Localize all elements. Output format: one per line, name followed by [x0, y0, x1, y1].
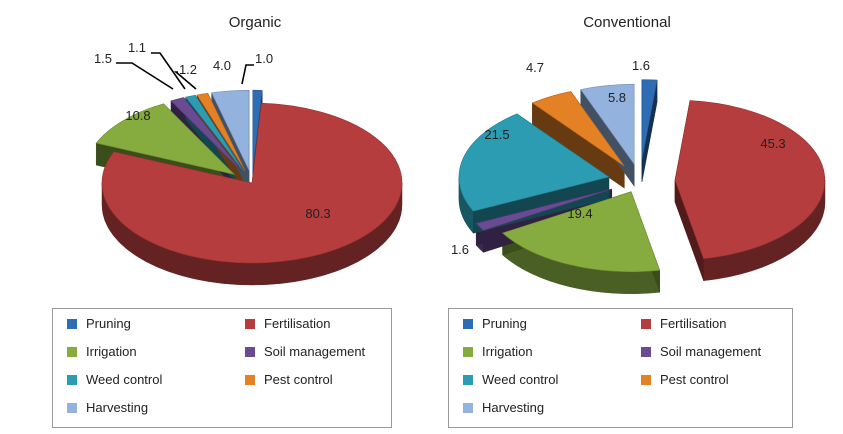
- organic-legend-label-pruning: Pruning: [86, 316, 131, 331]
- organic-legend-label-soil-management: Soil management: [264, 344, 366, 359]
- organic-legend-item-harvesting: Harvesting: [67, 400, 148, 415]
- conventional-label-harvesting: 5.8: [608, 90, 626, 105]
- conventional-legend-swatch-pruning: [463, 318, 473, 329]
- conventional-slice-weed-control: [458, 113, 610, 212]
- conventional-legend-item-weed-control: Weed control: [463, 372, 558, 387]
- organic-label-soil-management-leader: [116, 62, 174, 90]
- organic-legend-item-fertilisation: Fertilisation: [245, 316, 330, 331]
- organic-slice-weed-control: [185, 94, 244, 172]
- conventional-legend-label-pruning: Pruning: [482, 316, 527, 331]
- organic-pie: 1.0 80.3 10.8 1.5 1.1 1.2 4.0: [94, 40, 403, 286]
- conventional-label-pruning: 1.6: [632, 58, 650, 73]
- organic-legend-item-pest-control: Pest control: [245, 372, 333, 387]
- organic-legend-label-pest-control: Pest control: [264, 372, 333, 387]
- organic-legend-swatch-pest-control: [245, 374, 255, 385]
- organic-chart-title: Organic: [228, 14, 282, 31]
- organic-slice-fertilisation: [101, 102, 403, 264]
- conventional-label-pest-control: 4.7: [526, 60, 544, 75]
- organic-legend-swatch-weed-control: [67, 374, 77, 385]
- conventional-slice-pruning: [641, 79, 658, 160]
- conventional-legend-swatch-weed-control: [463, 374, 473, 385]
- conventional-legend-swatch-fertilisation: [641, 318, 651, 329]
- conventional-legend-label-irrigation: Irrigation: [482, 344, 533, 359]
- organic-legend-label-irrigation: Irrigation: [86, 344, 137, 359]
- conventional-label-irrigation: 19.4: [567, 206, 592, 221]
- conventional-legend-swatch-pest-control: [641, 374, 651, 385]
- organic-label-fertilisation: 80.3: [305, 206, 330, 221]
- organic-slice-irrigation: [95, 103, 236, 175]
- conventional-legend-item-pruning: Pruning: [463, 316, 527, 331]
- organic-label-harvesting: 4.0: [213, 58, 231, 73]
- organic-legend-label-fertilisation: Fertilisation: [264, 316, 331, 331]
- conventional-label-soil-management: 1.6: [451, 242, 469, 257]
- organic-label-weed-control-leader: [151, 52, 186, 90]
- conventional-label-fertilisation: 45.3: [760, 136, 785, 151]
- organic-legend-swatch-pruning: [67, 318, 77, 329]
- conventional-chart-title: Conventional: [583, 14, 671, 31]
- organic-legend-swatch-fertilisation: [245, 318, 255, 329]
- conventional-legend-label-harvesting: Harvesting: [482, 400, 545, 415]
- conventional-legend-item-fertilisation: Fertilisation: [641, 316, 726, 331]
- conventional-pie: 1.6 45.3 19.4 1.6 21.5 4.7 5.8: [451, 58, 826, 295]
- organic-legend-swatch-irrigation: [67, 346, 77, 357]
- conventional-slice-fertilisation: [674, 100, 826, 260]
- conventional-legend-item-harvesting: Harvesting: [463, 400, 544, 415]
- organic-slice-pest-control: [196, 92, 246, 171]
- organic-legend-label-harvesting: Harvesting: [86, 400, 149, 415]
- conventional-legend-label-soil-management: Soil management: [660, 344, 762, 359]
- organic-legend: Pruning Fertilisation Irrigation Soil manag…: [52, 308, 392, 428]
- organic-label-pest-control-leader: [173, 71, 197, 90]
- organic-legend-item-soil-management: Soil management: [245, 344, 365, 359]
- conventional-slice-irrigation: [502, 191, 661, 273]
- conventional-legend-swatch-irrigation: [463, 346, 473, 357]
- conventional-label-weed-control: 21.5: [484, 127, 509, 142]
- organic-label-weed-control: 1.1: [128, 40, 146, 55]
- organic-label-pest-control: 1.2: [179, 62, 197, 77]
- conventional-slice-harvesting: [580, 83, 635, 166]
- conventional-legend-swatch-soil-management: [641, 346, 651, 357]
- pie-charts: 1.0 80.3 10.8 1.5 1.1 1.2 4.0 1.6 45.3 19.4 1.6 21.…: [94, 40, 826, 295]
- organic-legend-label-weed-control: Weed control: [86, 372, 163, 387]
- organic-label-soil-management: 1.5: [94, 51, 112, 66]
- organic-slice-harvesting: [211, 89, 250, 171]
- organic-legend-item-irrigation: Irrigation: [67, 344, 137, 359]
- conventional-legend-swatch-harvesting: [463, 402, 473, 413]
- conventional-slice-soil-management: [475, 188, 612, 231]
- conventional-legend-item-soil-management: Soil management: [641, 344, 761, 359]
- conventional-legend-item-irrigation: Irrigation: [463, 344, 533, 359]
- conventional-legend-label-fertilisation: Fertilisation: [660, 316, 727, 331]
- organic-legend-swatch-soil-management: [245, 346, 255, 357]
- conventional-legend-label-pest-control: Pest control: [660, 372, 729, 387]
- conventional-legend-label-weed-control: Weed control: [482, 372, 559, 387]
- organic-legend-item-weed-control: Weed control: [67, 372, 162, 387]
- organic-legend-item-pruning: Pruning: [67, 316, 131, 331]
- organic-label-pruning-leader: [241, 64, 254, 85]
- organic-legend-swatch-harvesting: [67, 402, 77, 413]
- organic-label-irrigation: 10.8: [125, 108, 150, 123]
- organic-slice-soil-management: [170, 97, 242, 172]
- organic-label-pruning: 1.0: [255, 51, 273, 66]
- conventional-slice-pest-control: [531, 91, 625, 167]
- conventional-legend: Pruning Fertilisation Irrigation Soil manag…: [448, 308, 793, 428]
- conventional-legend-item-pest-control: Pest control: [641, 372, 729, 387]
- organic-slice-pruning: [252, 89, 263, 171]
